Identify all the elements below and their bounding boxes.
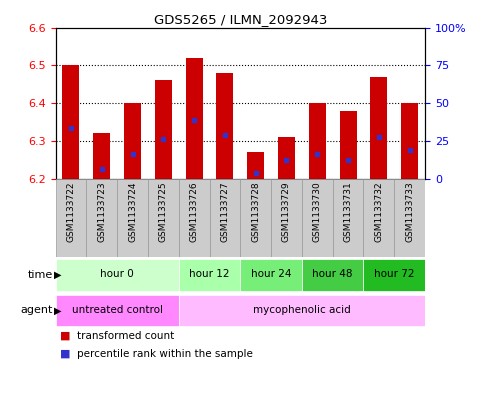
Bar (216, 73, 233, 179)
Bar (117, 179, 148, 257)
Bar (240, 259, 302, 291)
Text: hour 48: hour 48 (313, 269, 353, 279)
Text: GSM1133726: GSM1133726 (190, 181, 199, 242)
Text: time: time (28, 270, 53, 280)
Text: GSM1133725: GSM1133725 (159, 181, 168, 242)
Bar (185, 58, 202, 179)
Text: percentile rank within the sample: percentile rank within the sample (77, 349, 253, 359)
Bar (86, 179, 117, 257)
Text: GSM1133730: GSM1133730 (313, 181, 322, 242)
Text: ■: ■ (60, 331, 71, 341)
Text: ■: ■ (60, 349, 71, 359)
Text: hour 24: hour 24 (251, 269, 291, 279)
Text: GSM1133728: GSM1133728 (251, 181, 260, 242)
Text: GSM1133729: GSM1133729 (282, 181, 291, 242)
Bar (155, 81, 172, 179)
Text: GSM1133733: GSM1133733 (405, 181, 414, 242)
Bar (302, 259, 364, 291)
Text: GSM1133722: GSM1133722 (67, 181, 75, 242)
Text: ▶: ▶ (54, 305, 61, 316)
Bar (370, 77, 387, 179)
Bar (148, 179, 179, 257)
Bar (364, 259, 425, 291)
Bar (124, 103, 141, 179)
Bar (271, 179, 302, 257)
Text: untreated control: untreated control (71, 305, 163, 315)
Bar (179, 295, 425, 326)
Bar (394, 179, 425, 257)
Text: mycophenolic acid: mycophenolic acid (253, 305, 351, 315)
Bar (401, 103, 418, 179)
Text: GSM1133732: GSM1133732 (374, 181, 384, 242)
Bar (93, 134, 110, 179)
Text: hour 0: hour 0 (100, 269, 134, 279)
Text: hour 72: hour 72 (374, 269, 414, 279)
Text: GSM1133727: GSM1133727 (220, 181, 229, 242)
Bar (247, 152, 264, 179)
Text: GSM1133723: GSM1133723 (97, 181, 106, 242)
Bar (179, 179, 210, 257)
Bar (340, 111, 356, 179)
Bar (240, 179, 271, 257)
Title: GDS5265 / ILMN_2092943: GDS5265 / ILMN_2092943 (154, 13, 327, 26)
Bar (210, 179, 240, 257)
Bar (364, 179, 394, 257)
Bar (56, 259, 179, 291)
Text: transformed count: transformed count (77, 331, 174, 341)
Bar (309, 103, 326, 179)
Text: agent: agent (21, 305, 53, 316)
Bar (278, 137, 295, 179)
Text: GSM1133724: GSM1133724 (128, 181, 137, 242)
Text: hour 12: hour 12 (189, 269, 230, 279)
Text: ▶: ▶ (54, 270, 61, 280)
Bar (179, 259, 240, 291)
Bar (56, 179, 86, 257)
Bar (56, 295, 179, 326)
Bar (333, 179, 364, 257)
Bar (302, 179, 333, 257)
Text: GSM1133731: GSM1133731 (343, 181, 353, 242)
Bar (62, 65, 79, 179)
